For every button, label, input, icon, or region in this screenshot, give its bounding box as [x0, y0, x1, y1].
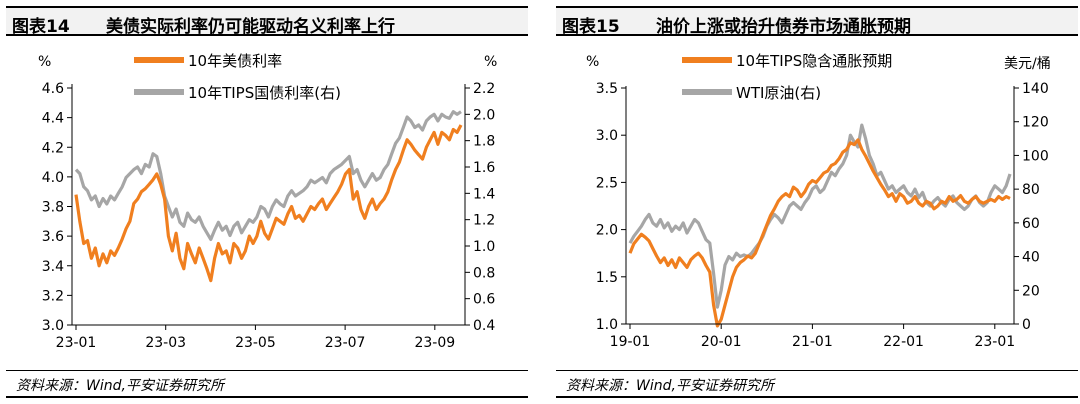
left-tick-label: 4.0	[42, 170, 64, 186]
left-tick-label: 3.2	[42, 288, 64, 304]
legend-label-wti: WTI原油(右)	[736, 84, 821, 102]
legend-label-tips: 10年TIPS国债利率(右)	[188, 84, 341, 102]
left-tick-label: 2.5	[596, 175, 618, 191]
plot-area	[74, 110, 463, 283]
legend-label-breakeven: 10年TIPS隐含通胀预期	[736, 52, 892, 70]
left-tick-label: 4.4	[42, 111, 64, 127]
left-tick-labels: 4.6 4.4 4.2 4.0 3.8 3.6 3.4 3.2 3.0	[42, 81, 72, 334]
right-tick-label: 0.8	[473, 265, 495, 281]
right-tick-label: 1.6	[473, 160, 495, 176]
figure-title-bar: 图表15 油价上涨或抬升债券市场通胀预期	[556, 6, 1078, 37]
x-tick-label: 23-03	[145, 335, 186, 351]
left-tick-label: 3.8	[42, 200, 64, 216]
right-tick-label: 2.2	[473, 81, 495, 97]
x-tick-label: 23-05	[235, 335, 276, 351]
right-tick-label: 1.0	[473, 239, 495, 255]
left-unit-label: %	[38, 54, 51, 70]
left-tick-label: 3.0	[42, 318, 64, 334]
right-tick-label: 20	[1022, 283, 1040, 299]
right-tick-labels: 140 120 100 80 60 40 20 0	[1014, 81, 1049, 333]
figure-title: 美债实际利率仍可能驱动名义利率上行	[106, 17, 395, 37]
right-tick-labels: 2.2 2.0 1.8 1.6 1.4 1.2 1.0 0.8 0.6 0.4	[465, 81, 495, 334]
figure-number: 图表15	[562, 17, 620, 37]
left-tick-label: 3.5	[596, 81, 618, 97]
chart-treasury-yields: % % 4.6 4.4 4.2 4.0 3.8 3.6 3.4 3.2 3.0 2.2 2.0 1.…	[38, 52, 497, 351]
x-tick-label: 21-01	[792, 334, 833, 350]
left-tick-label: 3.0	[596, 128, 618, 144]
x-tick-label: 20-01	[701, 334, 742, 350]
x-tick-label: 19-01	[610, 334, 651, 350]
chart-oil-inflation: % 美元/桶 3.5 3.0 2.5 2.0 1.5 1.0 140 120 100 80 60 4…	[586, 52, 1051, 350]
legend: 10年TIPS隐含通胀预期 WTI原油(右)	[682, 52, 892, 102]
x-tick-labels: 23-01 23-03 23-05 23-07 23-09	[56, 325, 455, 351]
series-line-left	[628, 138, 1011, 328]
left-tick-label: 1.0	[596, 317, 618, 333]
left-tick-label: 2.0	[596, 223, 618, 239]
source-note: 资料来源：Wind,平安证券研究所	[16, 378, 224, 394]
left-tick-label: 3.6	[42, 229, 64, 245]
right-tick-label: 120	[1022, 115, 1049, 131]
right-tick-label: 100	[1022, 148, 1049, 164]
series-line-left	[74, 124, 463, 283]
right-tick-label: 2.0	[473, 107, 495, 123]
x-tick-label: 22-01	[883, 334, 924, 350]
right-tick-label: 60	[1022, 216, 1040, 232]
source-note: 资料来源：Wind,平安证券研究所	[566, 378, 774, 394]
right-unit-label: 美元/桶	[1004, 56, 1051, 72]
source-bar: 资料来源：Wind,平安证券研究所	[6, 370, 528, 398]
legend: 10年美债利率 10年TIPS国债利率(右)	[134, 52, 341, 102]
x-tick-label: 23-01	[974, 334, 1015, 350]
x-tick-label: 23-07	[325, 335, 366, 351]
figure-number: 图表14	[12, 17, 70, 37]
right-unit-label: %	[484, 54, 497, 70]
left-tick-label: 1.5	[596, 270, 618, 286]
right-tick-label: 80	[1022, 182, 1040, 198]
series-line-right	[74, 110, 462, 241]
left-tick-labels: 3.5 3.0 2.5 2.0 1.5 1.0	[596, 81, 626, 333]
left-tick-label: 3.4	[42, 259, 64, 275]
figure-title-bar: 图表14 美债实际利率仍可能驱动名义利率上行	[6, 6, 528, 37]
figure-panel-14: 图表14 美债实际利率仍可能驱动名义利率上行 % % 4.6 4.4 4.2 4.0 3…	[6, 0, 528, 404]
right-tick-label: 140	[1022, 81, 1049, 97]
right-tick-label: 0	[1022, 317, 1031, 333]
right-tick-label: 0.4	[473, 318, 495, 334]
figure-title: 油价上涨或抬升债券市场通胀预期	[656, 17, 911, 37]
plot-area	[628, 123, 1012, 328]
right-tick-label: 1.8	[473, 134, 495, 150]
x-tick-label: 23-09	[414, 335, 455, 351]
x-tick-labels: 19-01 20-01 21-01 22-01 23-01	[610, 324, 1015, 350]
left-tick-label: 4.2	[42, 140, 64, 156]
right-tick-label: 0.6	[473, 292, 495, 308]
x-tick-label: 23-01	[56, 335, 97, 351]
legend-label-us10y: 10年美债利率	[188, 52, 282, 70]
left-tick-label: 4.6	[42, 81, 64, 97]
source-bar: 资料来源：Wind,平安证券研究所	[556, 370, 1078, 398]
right-tick-label: 40	[1022, 250, 1040, 266]
right-tick-label: 1.4	[473, 186, 495, 202]
left-unit-label: %	[586, 54, 599, 70]
right-tick-label: 1.2	[473, 213, 495, 229]
figure-panel-15: 图表15 油价上涨或抬升债券市场通胀预期 % 美元/桶 3.5 3.0 2.5 2.0…	[556, 0, 1078, 404]
series-line-right	[628, 123, 1012, 309]
